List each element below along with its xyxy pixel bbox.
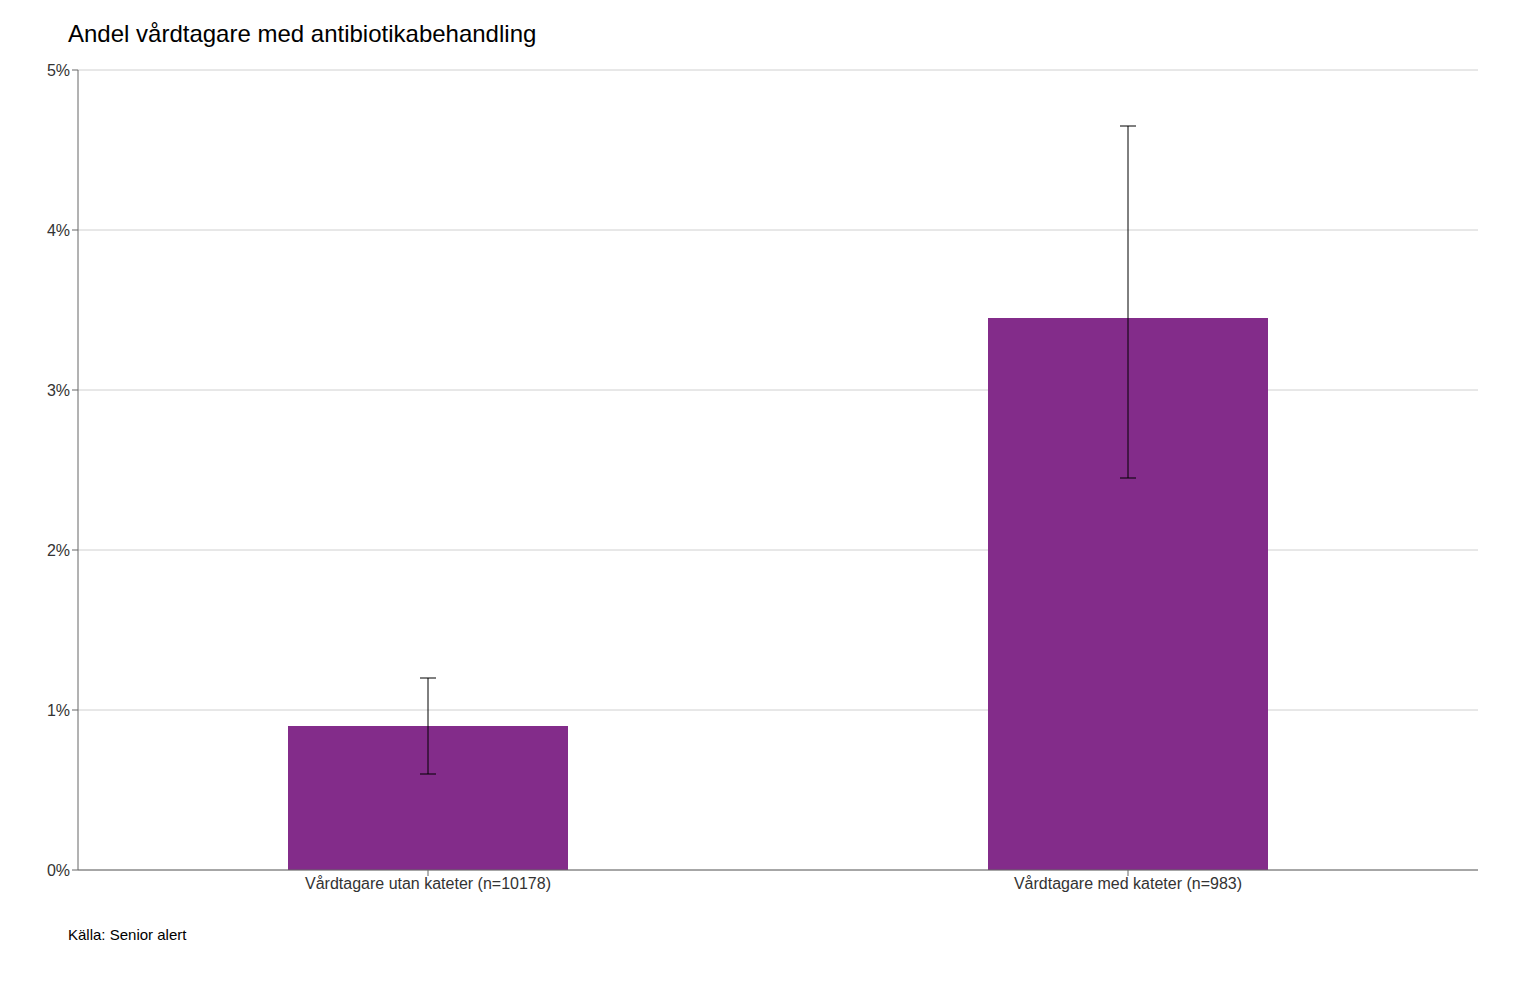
svg-text:0%: 0% xyxy=(47,862,70,879)
svg-text:Vårdtagare med kateter (n=983): Vårdtagare med kateter (n=983) xyxy=(1014,875,1242,892)
svg-text:2%: 2% xyxy=(47,542,70,559)
html-text:Källa: Senior alert: Källa: Senior alert xyxy=(68,926,187,943)
svg-text:1%: 1% xyxy=(47,702,70,719)
svg-text:Vårdtagare utan kateter (n=101: Vårdtagare utan kateter (n=10178) xyxy=(305,875,551,892)
svg-text:5%: 5% xyxy=(47,62,70,79)
svg-text:4%: 4% xyxy=(47,222,70,239)
html-text:Andel vårdtagare med antibioti: Andel vårdtagare med antibiotikabehandli… xyxy=(68,20,537,47)
svg-text:3%: 3% xyxy=(47,382,70,399)
